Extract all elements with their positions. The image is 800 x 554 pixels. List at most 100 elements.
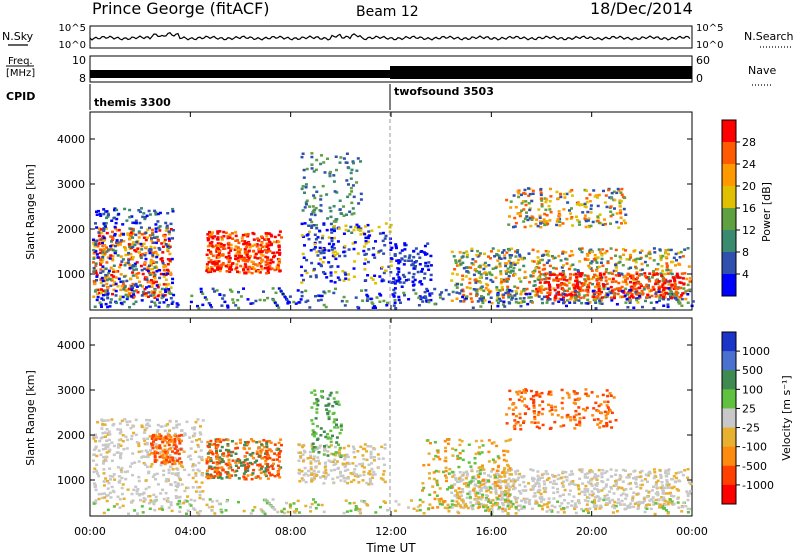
range-gate-cell [206,270,210,274]
range-gate-cell [277,233,281,237]
range-gate-cell [96,421,100,424]
range-gate-cell [333,454,337,457]
range-gate-cell [263,455,267,459]
range-gate-cell [680,304,684,307]
range-gate-cell [553,475,557,478]
range-gate-cell [679,286,683,290]
range-gate-cell [356,228,360,231]
range-gate-cell [142,437,146,440]
range-gate-cell [215,451,219,455]
range-gate-cell [646,480,649,483]
range-gate-cell [343,455,347,459]
range-gate-cell [604,270,608,274]
range-gate-cell [493,255,497,258]
range-gate-cell [245,245,249,249]
range-gate-cell [218,456,222,459]
range-gate-cell [118,243,122,246]
range-gate-cell [97,227,101,230]
range-gate-cell [339,425,343,428]
range-gate-cell [100,237,104,240]
range-gate-cell [245,451,249,454]
range-gate-cell [458,471,462,474]
range-gate-cell [150,239,154,242]
range-gate-cell [542,263,546,267]
range-gate-cell [343,271,347,275]
range-gate-cell [206,233,210,236]
range-gate-cell [319,194,323,198]
range-gate-cell [557,300,561,303]
range-gate-cell [215,457,219,460]
range-gate-cell [513,273,517,276]
range-gate-cell [219,245,223,249]
range-gate-cell [562,278,566,281]
range-gate-cell [669,494,673,497]
range-gate-cell [640,262,644,266]
range-gate-cell [599,299,603,302]
range-gate-cell [403,243,407,247]
range-gate-cell [585,406,589,410]
range-gate-cell [315,411,319,414]
range-gate-cell [412,249,416,253]
range-gate-cell [380,279,384,283]
range-gate-cell [566,413,570,417]
range-gate-cell [205,263,209,266]
range-gate-cell [330,265,334,268]
range-gate-cell [517,398,521,402]
range-gate-cell [301,209,305,212]
range-gate-cell [277,240,281,243]
range-gate-cell [493,473,497,477]
range-gate-cell [112,490,116,494]
range-gate-cell [218,293,222,296]
range-gate-cell [634,482,638,485]
range-gate-cell [205,460,209,463]
range-gate-cell [537,261,541,265]
range-gate-cell [648,295,652,299]
range-gate-cell [273,443,277,446]
range-gate-cell [531,248,535,252]
range-gate-cell [471,258,475,261]
range-gate-cell [570,504,573,507]
range-gate-cell [196,443,200,447]
range-gate-cell [338,208,342,211]
range-gate-cell [370,482,374,486]
range-gate-cell [235,266,239,269]
range-gate-cell [336,400,340,403]
range-gate-cell [594,301,598,304]
range-gate-cell [585,200,589,204]
range-gate-cell [214,444,218,447]
range-gate-cell [146,269,150,273]
range-gate-cell [383,244,387,247]
range-gate-cell [529,274,533,277]
range-gate-cell [126,295,130,299]
range-gate-cell [664,469,668,472]
range-gate-cell [330,228,334,231]
range-gate-cell [574,272,578,276]
range-gate-cell [265,237,269,241]
range-gate-cell [523,217,527,220]
range-gate-cell [261,457,265,460]
range-gate-cell [624,287,628,290]
range-gate-cell [140,233,144,236]
range-gate-cell [474,281,478,284]
range-gate-cell [640,289,644,293]
range-gate-cell [264,245,267,248]
range-gate-cell [557,254,561,258]
range-gate-cell [333,250,337,254]
range-gate-cell [149,465,153,468]
range-gate-cell [519,280,523,283]
range-gate-cell [199,449,203,452]
range-gate-cell [475,279,479,283]
range-gate-cell [562,296,565,299]
range-gate-cell [624,469,627,472]
range-gate-cell [228,233,232,236]
range-gate-cell [664,471,668,475]
range-gate-cell [188,454,192,457]
range-gate-cell [505,471,509,474]
range-gate-cell [651,500,655,504]
range-gate-cell [258,262,262,265]
range-gate-cell [455,496,459,500]
range-gate-cell [592,258,596,261]
range-gate-cell [321,261,325,264]
range-gate-cell [118,234,122,237]
range-gate-cell [547,392,551,396]
